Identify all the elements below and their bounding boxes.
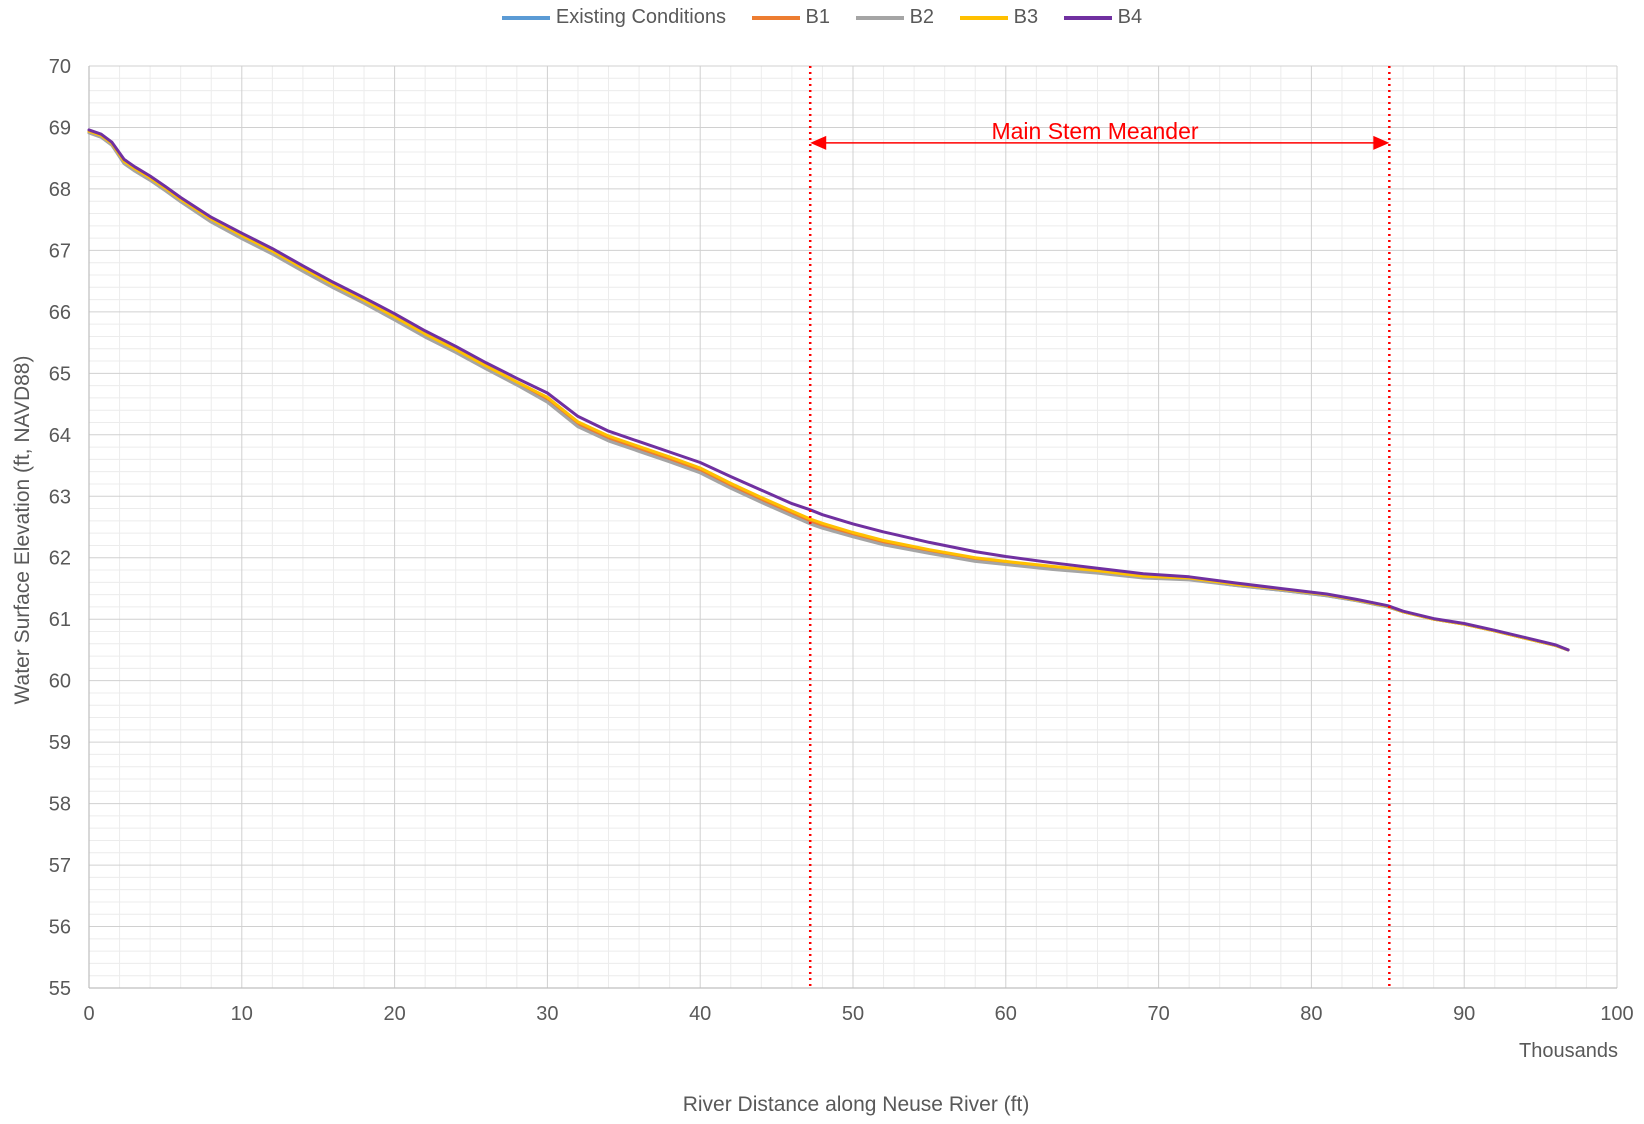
legend-item-b1: B1 [751, 6, 831, 29]
series-line-b2 [87, 131, 1570, 652]
y-tick-label: 61 [49, 609, 71, 631]
legend-item-b2: B2 [855, 6, 935, 29]
x-tick-label: 30 [536, 1003, 558, 1025]
x-tick-label: 60 [995, 1003, 1017, 1025]
legend-item-existing-conditions: Existing Conditions [501, 6, 726, 29]
x-axis-units-label: Thousands [1519, 1040, 1618, 1062]
legend-label-b2: B2 [909, 6, 935, 29]
y-tick-label: 62 [49, 548, 71, 570]
meander-arrowhead-right [1373, 135, 1390, 150]
y-tick-label: 60 [49, 671, 71, 693]
y-tick-label: 56 [49, 917, 71, 939]
y-tick-label: 67 [49, 240, 71, 262]
y-tick-label: 59 [49, 732, 71, 754]
legend-label-b3: B3 [1013, 6, 1039, 29]
y-tick-label: 63 [49, 486, 71, 508]
y-tick-label: 64 [49, 425, 71, 447]
series-line-existing-conditions [87, 130, 1570, 652]
y-tick-label: 70 [49, 56, 71, 78]
legend-swatch-b4 [1063, 15, 1112, 20]
x-tick-label: 40 [689, 1003, 711, 1025]
y-tick-label: 58 [49, 794, 71, 816]
y-tick-label: 57 [49, 855, 71, 877]
x-tick-label: 80 [1300, 1003, 1322, 1025]
y-tick-labels: 55 56 57 58 59 60 61 62 63 64 65 66 67 68 69 70 [49, 56, 71, 1000]
legend-swatch-existing-conditions [501, 15, 550, 20]
x-tick-label: 90 [1453, 1003, 1475, 1025]
legend-label-b1: B1 [805, 6, 831, 29]
legend-swatch-b2 [855, 15, 904, 20]
main-stem-meander-label: Main Stem Meander [991, 118, 1199, 144]
series-line-b3 [87, 129, 1570, 652]
x-tick-labels: 0 10 20 30 40 50 60 70 80 90 100 [83, 1003, 1633, 1025]
series-line-b1 [87, 130, 1570, 652]
x-tick-label: 20 [383, 1003, 405, 1025]
legend-swatch-b1 [751, 15, 800, 20]
series-line-b4 [87, 128, 1570, 652]
series-lines [87, 128, 1570, 652]
x-tick-label: 10 [231, 1003, 253, 1025]
y-tick-label: 68 [49, 179, 71, 201]
legend-item-b4: B4 [1063, 6, 1143, 29]
y-tick-label: 55 [49, 978, 71, 1000]
chart-legend: Existing Conditions B1 B2 B3 B4 [0, 6, 1644, 29]
x-tick-label: 50 [842, 1003, 864, 1025]
annotation-group [808, 66, 1391, 988]
y-tick-label: 65 [49, 363, 71, 385]
legend-item-b3: B3 [959, 6, 1039, 29]
legend-label-b4: B4 [1117, 6, 1143, 29]
x-tick-label: 100 [1600, 1003, 1633, 1025]
major-grid [88, 65, 1618, 989]
meander-arrowhead-left [810, 135, 827, 150]
y-tick-label: 69 [49, 117, 71, 139]
x-tick-label: 0 [83, 1003, 94, 1025]
y-tick-label: 66 [49, 302, 71, 324]
x-axis-title: River Distance along Neuse River (ft) [682, 1093, 1030, 1116]
y-axis-title: Water Surface Elevation (ft, NAVD88) [11, 355, 34, 705]
x-tick-label: 70 [1147, 1003, 1169, 1025]
axis-lines [88, 66, 1617, 989]
legend-label-existing-conditions: Existing Conditions [555, 6, 726, 29]
legend-swatch-b3 [959, 15, 1008, 20]
